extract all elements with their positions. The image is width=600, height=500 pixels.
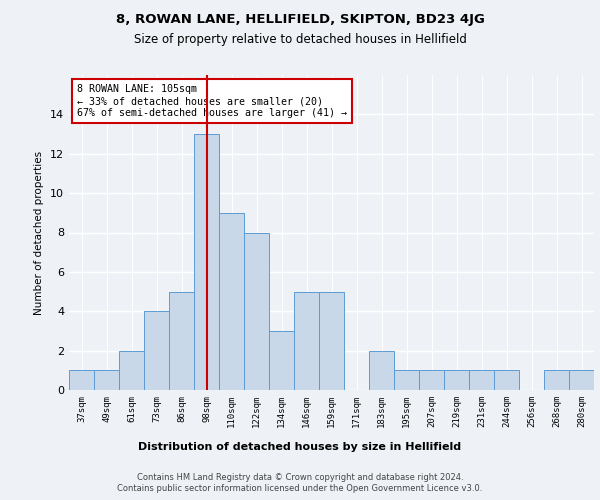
Text: Contains public sector information licensed under the Open Government Licence v3: Contains public sector information licen… [118, 484, 482, 493]
Bar [219, 213, 244, 390]
Bar [444, 370, 469, 390]
Bar [144, 311, 169, 390]
Text: 8 ROWAN LANE: 105sqm
← 33% of detached houses are smaller (20)
67% of semi-detac: 8 ROWAN LANE: 105sqm ← 33% of detached h… [77, 84, 347, 117]
Bar [419, 370, 444, 390]
Bar [94, 370, 119, 390]
Text: Distribution of detached houses by size in Hellifield: Distribution of detached houses by size … [139, 442, 461, 452]
Bar [194, 134, 219, 390]
Bar [119, 350, 144, 390]
Bar [319, 292, 344, 390]
Bar [244, 232, 269, 390]
Bar [394, 370, 419, 390]
Bar [69, 370, 94, 390]
Bar [569, 370, 594, 390]
Text: Size of property relative to detached houses in Hellifield: Size of property relative to detached ho… [134, 32, 466, 46]
Bar [369, 350, 394, 390]
Bar [269, 331, 294, 390]
Bar [294, 292, 319, 390]
Bar [544, 370, 569, 390]
Text: 8, ROWAN LANE, HELLIFIELD, SKIPTON, BD23 4JG: 8, ROWAN LANE, HELLIFIELD, SKIPTON, BD23… [116, 12, 484, 26]
Y-axis label: Number of detached properties: Number of detached properties [34, 150, 44, 314]
Bar [494, 370, 519, 390]
Bar [169, 292, 194, 390]
Bar [469, 370, 494, 390]
Text: Contains HM Land Registry data © Crown copyright and database right 2024.: Contains HM Land Registry data © Crown c… [137, 472, 463, 482]
